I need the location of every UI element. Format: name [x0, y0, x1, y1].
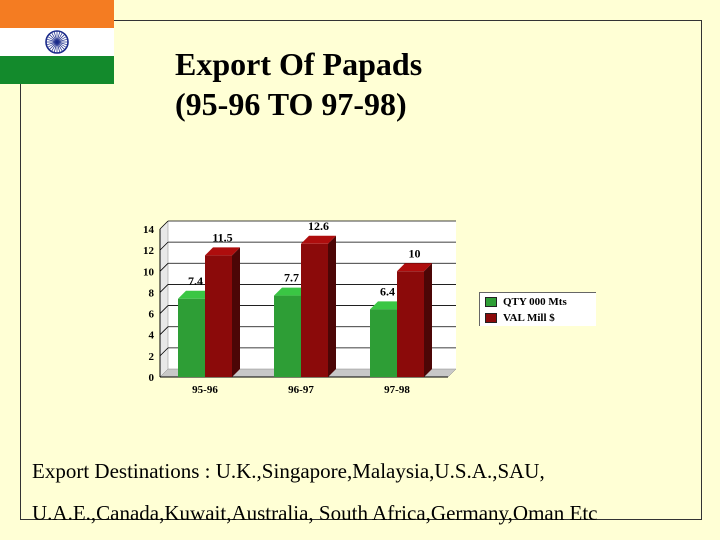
- export-destinations: Export Destinations : U.K.,Singapore,Mal…: [32, 450, 597, 534]
- destinations-line-1: Export Destinations : U.K.,Singapore,Mal…: [32, 459, 545, 483]
- data-label: 10: [409, 246, 421, 260]
- y-tick-label: 12: [143, 245, 155, 257]
- bar-96-97-val: [301, 243, 328, 377]
- y-tick-label: 10: [143, 266, 155, 278]
- y-tick-label: 2: [149, 351, 155, 363]
- ashoka-chakra-icon: [45, 30, 69, 54]
- bar-side: [424, 263, 432, 377]
- bar-side: [232, 247, 240, 377]
- flag-white-band: [0, 28, 114, 56]
- data-label: 6.4: [380, 284, 395, 298]
- y-tick-label: 0: [149, 372, 155, 384]
- x-tick-label: 95-96: [192, 384, 218, 396]
- chart-side-wall: [159, 220, 169, 378]
- x-tick-label: 96-97: [288, 384, 314, 396]
- legend-label-qty: QTY 000 Mts: [503, 295, 567, 308]
- data-label: 7.7: [284, 271, 299, 285]
- y-tick-label: 8: [149, 287, 155, 299]
- legend-swatch-qty: [485, 296, 497, 307]
- destinations-line-2: U.A.E.,Canada,Kuwait,Australia, South Af…: [32, 501, 598, 525]
- data-label: 12.6: [308, 219, 329, 233]
- bar-top: [205, 247, 240, 256]
- bar-97-98-qty: [370, 309, 397, 377]
- bar-top: [397, 263, 432, 272]
- bar-top: [178, 290, 213, 299]
- y-tick-label: 6: [149, 309, 155, 321]
- chart-legend: QTY 000 Mts VAL Mill $: [479, 292, 596, 326]
- bar-top: [301, 235, 336, 244]
- gridline-side: [159, 284, 169, 293]
- gridline-side: [159, 305, 169, 314]
- bar-top: [274, 287, 309, 296]
- data-label: 7.4: [188, 274, 203, 288]
- gridline-side: [159, 220, 169, 230]
- slide-title: Export Of Papads (95-96 TO 97-98): [175, 44, 422, 124]
- gridline-side: [159, 326, 169, 335]
- title-line-1: Export Of Papads: [175, 46, 423, 82]
- flag-green-band: [0, 56, 114, 84]
- bar-95-96-val: [205, 255, 232, 377]
- bar-top: [370, 301, 405, 310]
- gridline-side: [159, 263, 169, 272]
- y-tick-label: 14: [143, 224, 155, 236]
- bar-96-97-qty: [274, 295, 301, 377]
- legend-label-val: VAL Mill $: [503, 311, 555, 324]
- india-flag: [0, 0, 114, 84]
- x-tick-label: 97-98: [384, 384, 410, 396]
- gridline-side: [159, 347, 169, 357]
- title-line-2: (95-96 TO 97-98): [175, 86, 407, 122]
- bar-97-98-val: [397, 271, 424, 377]
- legend-swatch-val: [485, 312, 497, 323]
- flag-saffron-band: [0, 0, 114, 28]
- legend-item-qty: QTY 000 Mts: [480, 294, 596, 309]
- bar-95-96-qty: [178, 298, 205, 377]
- data-label: 11.5: [212, 230, 232, 244]
- bar-side: [328, 235, 336, 377]
- y-tick-label: 4: [149, 330, 155, 342]
- legend-item-val: VAL Mill $: [480, 310, 596, 325]
- gridline-side: [159, 241, 169, 251]
